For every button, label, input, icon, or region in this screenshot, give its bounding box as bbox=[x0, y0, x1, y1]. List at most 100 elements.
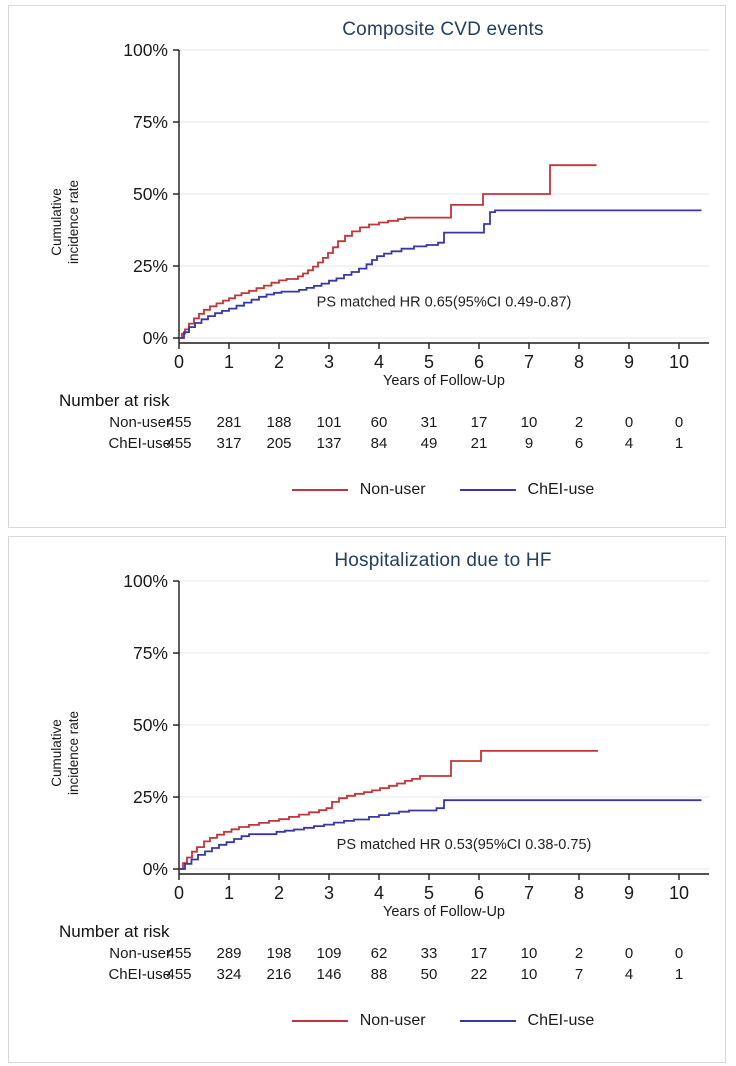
legend-item-chei-use: ChEI-use bbox=[459, 481, 594, 499]
number-at-risk-block: Number at risk Non-user 455 281 188 101 60 31 1… bbox=[9, 389, 725, 473]
risk-value: 0 bbox=[674, 414, 684, 431]
risk-value: 17 bbox=[470, 945, 488, 962]
x-tick-label: 6 bbox=[474, 883, 484, 903]
risk-value: 31 bbox=[420, 414, 438, 431]
risk-value: 10 bbox=[520, 966, 538, 983]
y-tick-label: 0% bbox=[143, 328, 168, 348]
risk-value: 2 bbox=[574, 414, 584, 431]
risk-value: 49 bbox=[420, 435, 438, 452]
risk-value: 101 bbox=[316, 414, 342, 431]
risk-value: 0 bbox=[624, 414, 634, 431]
y-tick-label: 75% bbox=[133, 643, 168, 663]
legend-label: Non-user bbox=[359, 481, 426, 498]
y-tick-label: 100% bbox=[123, 574, 168, 591]
risk-value: 7 bbox=[574, 966, 584, 983]
risk-value: 88 bbox=[370, 966, 388, 983]
legend-line-swatch bbox=[291, 489, 348, 491]
risk-row-non-user: Non-user 455 281 188 101 60 31 17 10 2 0 0 bbox=[9, 414, 725, 434]
x-tick-label: 10 bbox=[669, 883, 689, 903]
risk-value: 146 bbox=[316, 966, 342, 983]
x-tick-label: 6 bbox=[474, 352, 484, 372]
y-axis-title: Cumulative bbox=[49, 188, 64, 256]
x-tick-label: 3 bbox=[324, 883, 334, 903]
y-axis-title: Cumulative bbox=[49, 719, 64, 787]
y-tick-label: 25% bbox=[133, 787, 168, 807]
risk-value: 1 bbox=[674, 435, 684, 452]
risk-value: 62 bbox=[370, 945, 388, 962]
risk-row-label: Non-user bbox=[109, 414, 171, 431]
legend-label: Non-user bbox=[359, 1012, 426, 1029]
risk-value: 1 bbox=[674, 966, 684, 983]
risk-value: 2 bbox=[574, 945, 584, 962]
x-tick-label: 1 bbox=[224, 883, 234, 903]
x-axis-label: Years of Follow-Up bbox=[383, 373, 505, 389]
risk-row-chei-use: ChEI-use 455 324 216 146 88 50 22 10 7 4 1 bbox=[9, 966, 725, 986]
risk-value: 84 bbox=[370, 435, 388, 452]
chart-legend: Non-user ChEI-use bbox=[9, 481, 725, 499]
risk-value: 0 bbox=[624, 945, 634, 962]
risk-value: 109 bbox=[316, 945, 342, 962]
x-tick-label: 5 bbox=[424, 352, 434, 372]
panel-composite-cvd: Composite CVD events 0% 25% 50% 75% 100% 0 1 2 3… bbox=[8, 5, 726, 528]
x-axis-label: Years of Follow-Up bbox=[383, 904, 505, 920]
chart-title: Composite CVD events bbox=[342, 19, 544, 40]
y-tick-label: 0% bbox=[143, 859, 168, 879]
risk-value: 455 bbox=[166, 414, 192, 431]
y-axis-title: incidence rate bbox=[66, 180, 81, 264]
hr-annotation: PS matched HR 0.65(95%CI 0.49-0.87) bbox=[317, 294, 572, 310]
legend-item-non-user: Non-user bbox=[291, 481, 426, 499]
y-axis-title: incidence rate bbox=[66, 711, 81, 795]
curve-non-user bbox=[179, 750, 598, 870]
legend-line-swatch bbox=[291, 1020, 348, 1022]
x-tick-label: 4 bbox=[374, 883, 384, 903]
chart-title: Hospitalization due to HF bbox=[334, 550, 552, 571]
number-at-risk-block: Number at risk Non-user 455 289 198 109 62 33 1… bbox=[9, 920, 725, 1004]
x-tick-label: 7 bbox=[524, 352, 534, 372]
x-tick-label: 4 bbox=[374, 352, 384, 372]
risk-value: 6 bbox=[574, 435, 584, 452]
risk-value: 4 bbox=[624, 435, 634, 452]
legend-item-non-user: Non-user bbox=[291, 1012, 426, 1030]
risk-value: 10 bbox=[520, 945, 538, 962]
risk-row-label: Non-user bbox=[109, 945, 171, 962]
x-tick-label: 0 bbox=[174, 352, 184, 372]
risk-value: 137 bbox=[316, 435, 342, 452]
km-plot-hf-hospitalization: 0% 25% 50% 75% 100% 0 1 2 3 4 5 6 7 8 9 10 Years of Foll… bbox=[49, 574, 709, 920]
x-tick-label: 3 bbox=[324, 352, 334, 372]
chart-legend: Non-user ChEI-use bbox=[9, 1012, 725, 1030]
km-plot-composite-cvd: 0% 25% 50% 75% 100% 0 1 2 3 4 5 6 7 8 9 10 Years of Foll… bbox=[49, 43, 709, 389]
risk-value: 281 bbox=[216, 414, 242, 431]
legend-line-swatch bbox=[459, 489, 516, 491]
x-tick-label: 10 bbox=[669, 352, 689, 372]
risk-value: 0 bbox=[674, 945, 684, 962]
risk-value: 10 bbox=[520, 414, 538, 431]
risk-value: 198 bbox=[266, 945, 292, 962]
legend-label: ChEI-use bbox=[527, 1012, 595, 1029]
risk-value: 317 bbox=[216, 435, 242, 452]
risk-value: 60 bbox=[370, 414, 388, 431]
risk-value: 455 bbox=[166, 966, 192, 983]
hr-annotation: PS matched HR 0.53(95%CI 0.38-0.75) bbox=[337, 837, 592, 853]
y-tick-label: 25% bbox=[133, 256, 168, 276]
risk-value: 50 bbox=[420, 966, 438, 983]
number-at-risk-heading: Number at risk bbox=[59, 391, 170, 410]
x-tick-label: 9 bbox=[624, 352, 634, 372]
risk-value: 9 bbox=[524, 435, 534, 452]
x-tick-label: 5 bbox=[424, 883, 434, 903]
risk-row-chei-use: ChEI-use 455 317 205 137 84 49 21 9 6 4 1 bbox=[9, 435, 725, 455]
x-tick-label: 1 bbox=[224, 352, 234, 372]
risk-row-label: ChEI-use bbox=[108, 966, 171, 983]
risk-value: 17 bbox=[470, 414, 488, 431]
x-tick-label: 2 bbox=[274, 352, 284, 372]
risk-value: 22 bbox=[470, 966, 488, 983]
number-at-risk-heading: Number at risk bbox=[59, 922, 170, 941]
y-tick-label: 50% bbox=[133, 715, 168, 735]
x-tick-label: 7 bbox=[524, 883, 534, 903]
risk-value: 324 bbox=[216, 966, 242, 983]
curve-chei-use bbox=[179, 799, 702, 870]
curve-chei-use bbox=[179, 209, 702, 339]
legend-line-swatch bbox=[459, 1020, 516, 1022]
panel-hf-hospitalization: Hospitalization due to HF 0% 25% 50% 75% 100… bbox=[8, 536, 726, 1063]
risk-value: 188 bbox=[266, 414, 292, 431]
